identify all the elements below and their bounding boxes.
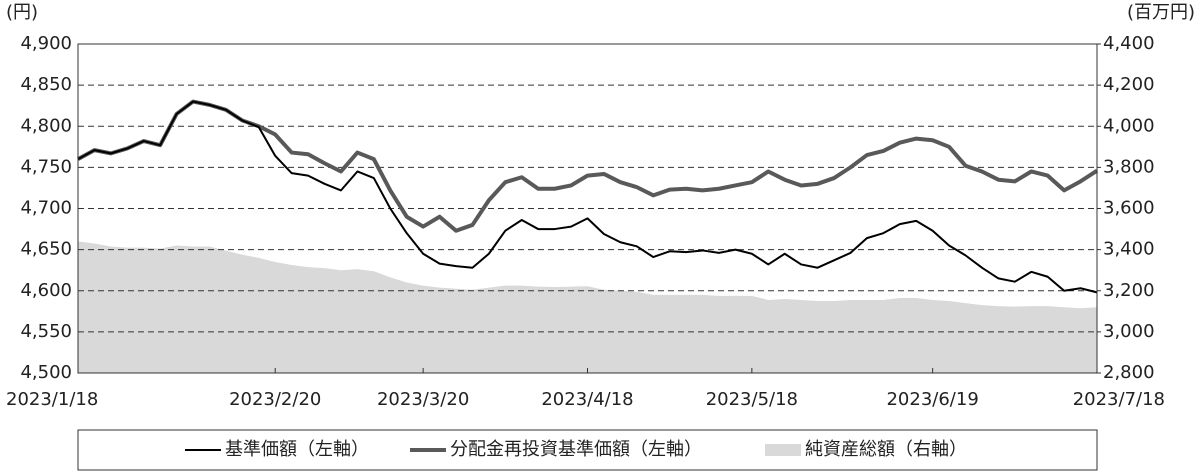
- y2-tick-label: 4,000: [1103, 115, 1155, 136]
- y2-tick-label: 4,400: [1103, 33, 1155, 54]
- legend-swatch: [765, 444, 801, 456]
- x-tick-label: 2023/4/18: [541, 389, 633, 410]
- y2-tick-label: 4,200: [1103, 74, 1155, 95]
- y-tick-label: 4,600: [20, 280, 72, 301]
- y-tick-label: 4,750: [20, 156, 72, 177]
- line: [77, 99, 1099, 233]
- y-tick-label: 4,500: [20, 362, 72, 383]
- line: [77, 100, 1098, 294]
- y2-tick-label: 2,800: [1103, 362, 1155, 383]
- y-tick-label: 4,850: [20, 74, 72, 95]
- y-tick-label: 4,550: [20, 321, 72, 342]
- y-tick-label: 4,700: [20, 198, 72, 219]
- y-tick-label: 4,650: [20, 239, 72, 260]
- y2-tick-label: 3,800: [1103, 156, 1155, 177]
- x-tick-label: 2023/7/18: [1073, 389, 1165, 410]
- legend-label: 分配金再投資基準価額（左軸）: [450, 439, 702, 460]
- y-unit-label: (円): [6, 2, 38, 23]
- x-tick-label: 2023/3/20: [377, 389, 469, 410]
- y-tick-label: 4,900: [20, 33, 72, 54]
- y2-tick-label: 3,200: [1103, 280, 1155, 301]
- legend-label: 純資産総額（右軸）: [805, 439, 967, 460]
- area: [78, 241, 1097, 373]
- x-tick-label: 2023/5/18: [706, 389, 798, 410]
- y2-unit-label: (百万円): [1127, 2, 1195, 23]
- y2-tick-label: 3,400: [1103, 239, 1155, 260]
- x-tick-label: 2023/2/20: [229, 389, 321, 410]
- legend-box: [77, 429, 1098, 471]
- x-tick-label: 2023/6/19: [886, 389, 978, 410]
- y-tick-label: 4,800: [20, 115, 72, 136]
- legend-label: 基準価額（左軸）: [225, 439, 369, 460]
- y2-tick-label: 3,000: [1103, 321, 1155, 342]
- x-tick-label: 2023/1/18: [6, 389, 98, 410]
- y2-tick-label: 3,600: [1103, 198, 1155, 219]
